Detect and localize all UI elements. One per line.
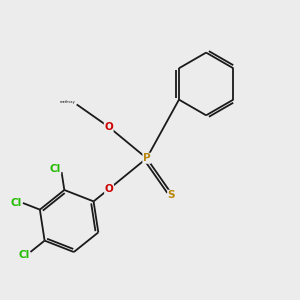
Text: Cl: Cl: [19, 250, 30, 260]
Text: S: S: [168, 190, 175, 200]
Text: Cl: Cl: [50, 164, 61, 174]
Text: O: O: [104, 122, 113, 132]
Text: Cl: Cl: [10, 198, 21, 208]
Text: O: O: [105, 184, 113, 194]
Text: P: P: [143, 153, 151, 163]
Text: methoxy: methoxy: [59, 100, 75, 104]
